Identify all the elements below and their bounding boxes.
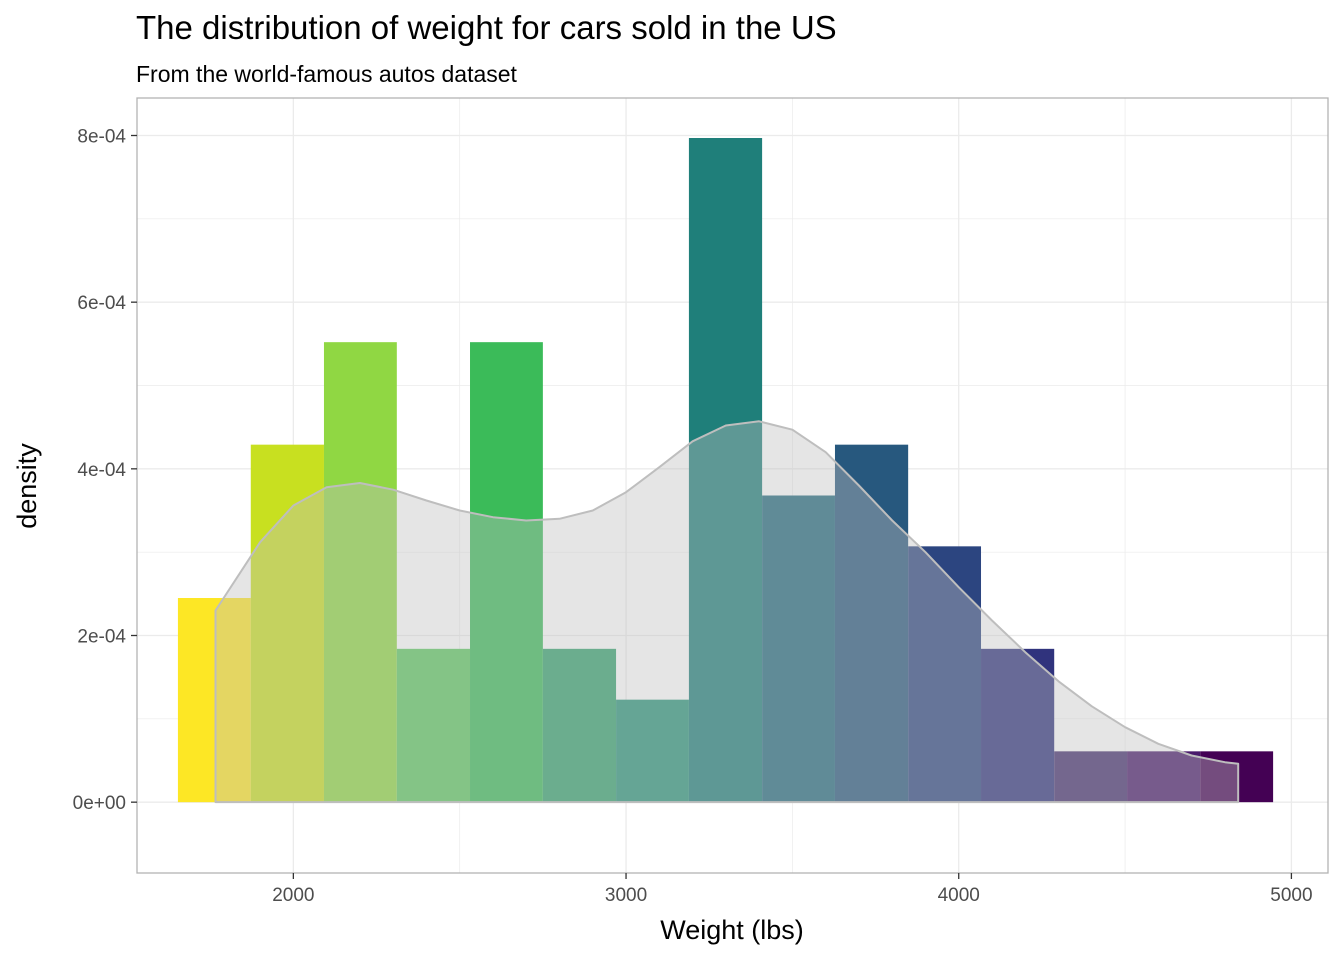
y-tick-label: 8e-04 — [77, 127, 126, 148]
histogram-bar — [1127, 751, 1201, 803]
y-tick-label: 4e-04 — [77, 460, 126, 481]
x-axis-title: Weight (lbs) — [660, 915, 804, 945]
panel-border — [136, 97, 1329, 874]
histogram-bar — [981, 648, 1055, 803]
histogram-bar — [1054, 751, 1128, 803]
histogram-bar — [177, 598, 251, 803]
y-axis-title: density — [12, 443, 42, 529]
histogram-bar — [908, 546, 982, 803]
density-curve-layer — [214, 420, 1240, 804]
x-tick-label: 5000 — [1270, 885, 1312, 906]
histogram-bar — [323, 342, 397, 803]
y-tick-label: 6e-04 — [77, 293, 126, 314]
density-curve — [214, 420, 1240, 804]
chart-subtitle: From the world-famous autos dataset — [136, 61, 517, 87]
chart-title: The distribution of weight for cars sold… — [136, 9, 837, 46]
x-axis: 2000 3000 4000 5000 — [272, 873, 1313, 906]
histogram-bar — [542, 648, 617, 803]
x-tick-label: 2000 — [272, 885, 314, 906]
histogram-bars — [177, 138, 1274, 803]
histogram-bar — [616, 699, 689, 803]
histogram-bar — [834, 444, 909, 803]
histogram-bar — [470, 342, 543, 803]
histogram-bar — [250, 444, 324, 803]
histogram-bar — [396, 648, 471, 803]
y-axis: 0e+00 2e-04 4e-04 6e-04 8e-04 — [73, 127, 137, 814]
y-tick-label: 0e+00 — [73, 793, 126, 814]
y-tick-label: 2e-04 — [77, 627, 126, 648]
histogram-bar — [762, 495, 835, 803]
x-tick-label: 4000 — [938, 885, 980, 906]
histogram-bar — [688, 138, 763, 803]
x-tick-label: 3000 — [605, 885, 647, 906]
